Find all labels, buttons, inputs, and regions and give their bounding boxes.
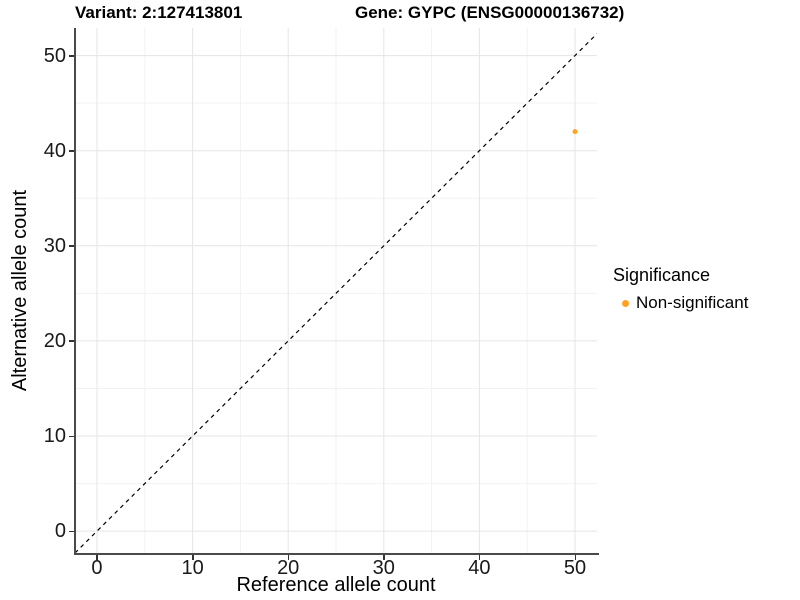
- plot-panel: [75, 28, 597, 553]
- y-tick-label: 0: [54, 520, 66, 543]
- x-tick-label: 40: [468, 557, 491, 579]
- x-tick-label: 20: [277, 557, 300, 579]
- y-axis-line: [74, 28, 76, 555]
- data-point: [572, 129, 578, 135]
- plot-area-svg: [75, 28, 597, 553]
- x-tick-label: 0: [91, 557, 103, 579]
- y-tick-mark: [69, 340, 74, 342]
- y-tick-label: 20: [43, 329, 66, 352]
- y-tick-label: 50: [43, 44, 66, 67]
- variant-title: Variant: 2:127413801: [75, 3, 243, 22]
- y-tick-mark: [69, 245, 74, 247]
- y-tick-mark: [69, 435, 74, 438]
- y-tick-mark: [69, 55, 74, 57]
- y-axis-title: Alternative allele count: [9, 189, 31, 392]
- y-tick-label: 40: [43, 139, 66, 162]
- x-tick-mark: [574, 555, 576, 560]
- gene-title: Gene: GYPC (ENSG00000136732): [355, 3, 625, 22]
- x-tick-mark: [96, 555, 98, 560]
- legend-item: Non-significant: [613, 293, 748, 313]
- x-axis-title: Reference allele count: [236, 574, 436, 596]
- y-tick-label: 30: [43, 234, 66, 257]
- x-tick-mark: [287, 555, 290, 560]
- x-axis-line: [74, 553, 599, 555]
- x-tick-mark: [192, 555, 194, 560]
- x-tick-label: 50: [563, 557, 587, 579]
- legend-title: Significance: [613, 265, 711, 285]
- x-tick-mark: [383, 555, 385, 560]
- legend-point-icon: [622, 299, 629, 307]
- y-tick-mark: [69, 150, 74, 152]
- legend: Significance Non-significant: [613, 265, 748, 313]
- identity-reference-line: [75, 33, 597, 553]
- legend-item-label: Non-significant: [636, 293, 749, 312]
- y-tick-mark: [69, 530, 74, 533]
- y-tick-label: 10: [43, 425, 66, 448]
- x-tick-mark: [478, 555, 481, 560]
- x-tick-label: 10: [181, 557, 204, 579]
- x-tick-label: 30: [372, 557, 395, 579]
